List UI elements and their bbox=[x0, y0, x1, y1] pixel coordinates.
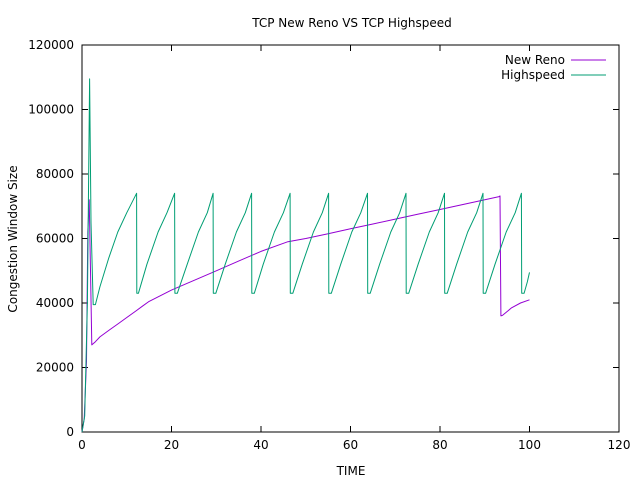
x-tick-label: 60 bbox=[343, 438, 358, 452]
x-tick-label: 20 bbox=[164, 438, 179, 452]
x-tick-label: 120 bbox=[608, 438, 631, 452]
x-tick-label: 100 bbox=[518, 438, 541, 452]
chart-title: TCP New Reno VS TCP Highspeed bbox=[251, 16, 452, 30]
y-tick-label: 120000 bbox=[28, 38, 74, 52]
series-line-highspeed bbox=[81, 78, 530, 433]
y-tick-label: 80000 bbox=[36, 167, 74, 181]
x-tick-label: 80 bbox=[432, 438, 447, 452]
series-line-new-reno bbox=[81, 195, 530, 433]
x-tick-label: 40 bbox=[253, 438, 268, 452]
y-tick-label: 60000 bbox=[36, 232, 74, 246]
y-tick-label: 40000 bbox=[36, 296, 74, 310]
legend-label: Highspeed bbox=[501, 68, 565, 82]
y-tick-label: 20000 bbox=[36, 361, 74, 375]
x-tick-label: 0 bbox=[78, 438, 86, 452]
y-tick-label: 0 bbox=[66, 425, 74, 439]
plot-lines bbox=[81, 78, 530, 433]
axes: 0 20 40 60 80 100 120 0 20000 40000 60000 80000 1000… bbox=[28, 38, 630, 452]
y-axis-label: Congestion Window Size bbox=[6, 165, 20, 312]
legend-label: New Reno bbox=[505, 53, 565, 67]
y-tick-label: 100000 bbox=[28, 103, 74, 117]
plot-frame bbox=[81, 44, 620, 433]
x-axis-label: TIME bbox=[336, 464, 366, 478]
